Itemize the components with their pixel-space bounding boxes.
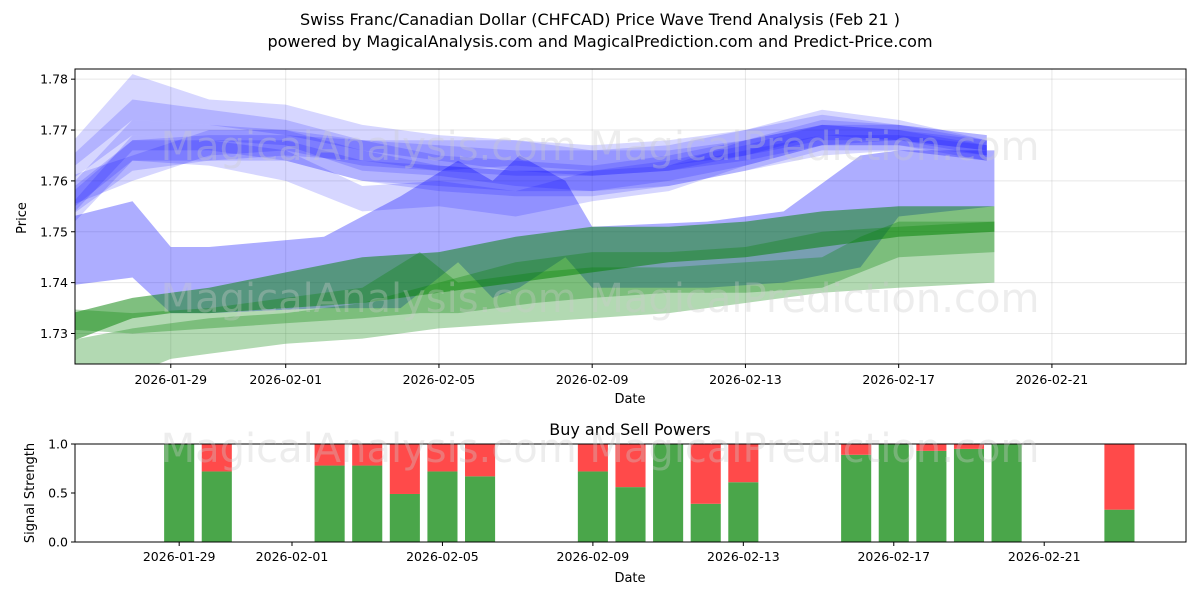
buy-bar (728, 482, 759, 542)
top-y-tick-label: 1.75 (40, 224, 68, 239)
top-x-tick-label: 2026-02-05 (403, 372, 476, 387)
watermark-text: MagicalAnalysis.com MagicalPrediction.co… (161, 276, 1040, 322)
buy-bar (953, 448, 985, 542)
sell-bar (690, 444, 721, 504)
sell-bar (352, 444, 383, 466)
buy-bar (427, 471, 458, 542)
buy-bar (352, 465, 383, 542)
buy-bar (1104, 509, 1135, 542)
green-wave-band (75, 221, 995, 334)
sell-bar (1104, 444, 1135, 510)
bottom-x-tick-label: 2026-02-05 (406, 549, 479, 564)
bottom-y-tick-label: 0.5 (48, 486, 68, 501)
bottom-axes-frame (74, 443, 1187, 543)
top-x-tick-label: 2026-02-01 (249, 372, 322, 387)
sell-bar (916, 444, 947, 451)
sell-bar (841, 444, 872, 455)
top-y-axis-label: Price (15, 202, 30, 234)
blue-wave-band (75, 119, 987, 212)
watermark-text: MagicalAnalysis.com MagicalPrediction.co… (161, 426, 1040, 472)
top-x-tick-label: 2026-02-17 (862, 372, 935, 387)
bottom-x-axis-label: Date (614, 571, 645, 586)
signal-bars (164, 444, 1135, 542)
bottom-x-tick-label: 2026-01-29 (143, 549, 216, 564)
green-wave-band (75, 206, 995, 340)
buy-bar (615, 487, 646, 542)
bottom-x-tick-label: 2026-02-01 (256, 549, 329, 564)
buy-bar (878, 444, 909, 542)
sell-bar (389, 444, 420, 494)
buy-bar (991, 444, 1022, 542)
top-x-tick-label: 2026-02-13 (709, 372, 782, 387)
blue-wave-band (75, 114, 987, 204)
sell-bar (427, 444, 458, 472)
top-y-tick-label: 1.74 (40, 275, 68, 290)
buy-bar (653, 444, 684, 542)
top-y-tick-label: 1.77 (40, 123, 68, 138)
top-y-tick-label: 1.78 (40, 72, 68, 87)
buy-bar (577, 471, 608, 542)
bottom-y-tick-label: 1.0 (48, 437, 68, 452)
top-x-tick-label: 2026-01-29 (134, 372, 207, 387)
buy-bar (690, 503, 721, 542)
green-wave-band (75, 221, 995, 364)
sell-bar (615, 444, 646, 488)
sell-bar (201, 444, 232, 472)
buy-bar (916, 450, 947, 542)
blue-wave-band (75, 99, 987, 192)
buy-bar (201, 471, 232, 542)
chart-title-line1: Swiss Franc/Canadian Dollar (CHFCAD) Pri… (300, 10, 900, 29)
blue-wave-band (75, 135, 987, 207)
buy-bar (841, 454, 872, 542)
sell-bar (465, 444, 496, 477)
bottom-y-axis-label: Signal Strength (23, 443, 38, 543)
top-x-axis-label: Date (614, 392, 645, 407)
chart-title-line2: powered by MagicalAnalysis.com and Magic… (267, 32, 932, 51)
blue-wave-band (75, 124, 987, 222)
bottom-x-tick-label: 2026-02-13 (707, 549, 780, 564)
bottom-x-tick-label: 2026-02-17 (857, 549, 930, 564)
buy-sell-powers-chart: 0.0 0.5 1.0 2026-01-29 2026-02-01 2026-02-05 2… (48, 437, 1187, 564)
sell-bar (314, 444, 345, 466)
bottom-x-tick-label: 2026-02-21 (1008, 549, 1081, 564)
buy-bar (389, 493, 420, 542)
wave-bands (75, 74, 995, 364)
buy-bar (164, 444, 195, 542)
bottom-x-tick-label: 2026-02-09 (557, 549, 630, 564)
top-x-tick-label: 2026-02-21 (1016, 372, 1089, 387)
sell-bar (728, 444, 759, 483)
top-x-tick-label: 2026-02-09 (556, 372, 629, 387)
sell-bar (953, 444, 985, 449)
top-y-tick-label: 1.76 (40, 173, 68, 188)
bottom-chart-title: Buy and Sell Powers (549, 420, 711, 439)
blue-wave-band (75, 74, 987, 176)
buy-bar (314, 465, 345, 542)
sell-bar (577, 444, 608, 472)
top-y-tick-label: 1.73 (40, 326, 68, 341)
blue-wave-band (75, 124, 987, 213)
price-wave-chart: 1.73 1.74 1.75 1.76 1.77 1.78 2026-01-29 2026-0… (40, 68, 1187, 387)
buy-bar (465, 476, 496, 542)
bottom-y-tick-label: 0.0 (48, 535, 68, 550)
watermark-text: MagicalAnalysis.com MagicalPrediction.co… (161, 124, 1040, 170)
top-axes-frame (74, 68, 1187, 365)
